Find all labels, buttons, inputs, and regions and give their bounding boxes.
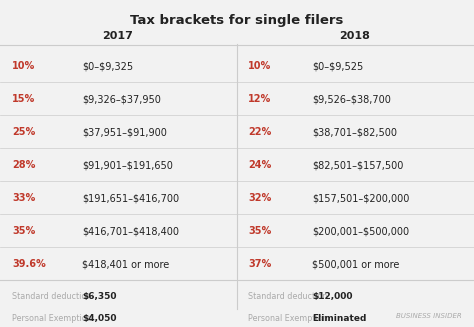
Text: \$418,401 or more: \$418,401 or more [82, 259, 169, 269]
Text: 24%: 24% [248, 160, 271, 170]
Text: 2018: 2018 [339, 31, 371, 41]
Text: 22%: 22% [248, 127, 271, 137]
Text: \$82,501–\$157,500: \$82,501–\$157,500 [312, 160, 403, 170]
Text: 39.6%: 39.6% [12, 259, 46, 269]
Text: 12%: 12% [248, 94, 271, 104]
Text: \$500,001 or more: \$500,001 or more [312, 259, 400, 269]
Text: \$0–\$9,525: \$0–\$9,525 [312, 61, 363, 71]
Text: \$200,001–\$500,000: \$200,001–\$500,000 [312, 226, 409, 236]
Text: \$191,651–\$416,700: \$191,651–\$416,700 [82, 193, 179, 203]
Text: 35%: 35% [248, 226, 271, 236]
Text: 15%: 15% [12, 94, 35, 104]
Text: Personal Exemption:: Personal Exemption: [248, 314, 330, 323]
Text: \$6,350: \$6,350 [82, 292, 117, 301]
Text: \$9,526–\$38,700: \$9,526–\$38,700 [312, 94, 391, 104]
Text: 25%: 25% [12, 127, 35, 137]
Text: \$4,050: \$4,050 [82, 314, 117, 323]
Text: \$37,951–\$91,900: \$37,951–\$91,900 [82, 127, 167, 137]
Text: \$416,701–\$418,400: \$416,701–\$418,400 [82, 226, 179, 236]
Text: Tax brackets for single filers: Tax brackets for single filers [130, 14, 344, 27]
Text: Eliminated: Eliminated [312, 314, 366, 323]
Text: 10%: 10% [248, 61, 271, 71]
Text: 28%: 28% [12, 160, 36, 170]
Text: BUSINESS INSIDER: BUSINESS INSIDER [396, 313, 462, 319]
Text: \$38,701–\$82,500: \$38,701–\$82,500 [312, 127, 397, 137]
Text: Standard deduction:: Standard deduction: [248, 292, 330, 301]
Text: \$12,000: \$12,000 [312, 292, 353, 301]
Text: \$9,326–\$37,950: \$9,326–\$37,950 [82, 94, 161, 104]
Text: \$0–\$9,325: \$0–\$9,325 [82, 61, 133, 71]
Text: 35%: 35% [12, 226, 35, 236]
Text: 2017: 2017 [102, 31, 134, 41]
Text: 10%: 10% [12, 61, 35, 71]
Text: \$91,901–\$191,650: \$91,901–\$191,650 [82, 160, 173, 170]
Text: 37%: 37% [248, 259, 271, 269]
Text: 33%: 33% [12, 193, 35, 203]
Text: Personal Exemption:: Personal Exemption: [12, 314, 94, 323]
Text: Standard deduction:: Standard deduction: [12, 292, 94, 301]
Text: 32%: 32% [248, 193, 271, 203]
Text: \$157,501–\$200,000: \$157,501–\$200,000 [312, 193, 410, 203]
